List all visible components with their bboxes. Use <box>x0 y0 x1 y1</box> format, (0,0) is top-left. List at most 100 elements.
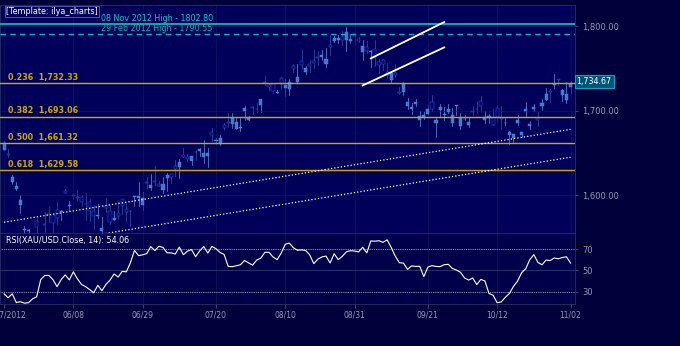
Bar <box>39 235 42 236</box>
Bar <box>459 118 462 126</box>
Bar <box>365 47 369 51</box>
Bar <box>390 73 393 80</box>
Bar <box>15 186 18 189</box>
Bar <box>300 61 303 65</box>
Text: 1,734.67: 1,734.67 <box>577 77 612 86</box>
Bar <box>553 84 556 85</box>
Bar <box>101 228 103 231</box>
Bar <box>443 113 446 115</box>
Bar <box>259 99 262 105</box>
Bar <box>44 224 46 225</box>
Text: 0.618  1,629.58: 0.618 1,629.58 <box>8 160 78 169</box>
Bar <box>125 209 128 212</box>
Bar <box>11 177 14 182</box>
Bar <box>218 138 222 144</box>
Bar <box>35 221 38 227</box>
Bar <box>231 118 234 124</box>
Bar <box>353 34 356 36</box>
Bar <box>565 94 568 100</box>
Bar <box>88 202 91 211</box>
Bar <box>186 157 189 160</box>
Bar <box>320 55 324 57</box>
Bar <box>113 218 116 219</box>
Bar <box>349 39 352 41</box>
Bar <box>117 213 120 216</box>
Bar <box>141 198 144 205</box>
Bar <box>402 84 405 92</box>
Bar <box>48 214 50 215</box>
Bar <box>206 153 209 156</box>
Bar <box>271 84 275 91</box>
Bar <box>56 210 58 218</box>
Bar <box>532 107 535 109</box>
Bar <box>324 58 328 64</box>
Bar <box>337 38 340 39</box>
Bar <box>328 45 332 47</box>
Bar <box>210 132 214 135</box>
Bar <box>373 49 377 58</box>
Bar <box>537 118 539 120</box>
Bar <box>483 117 486 120</box>
Bar <box>177 162 181 167</box>
Bar <box>333 38 336 40</box>
Bar <box>263 82 267 83</box>
Bar <box>426 109 430 114</box>
Text: 29 Feb 2012 High - 1790.55: 29 Feb 2012 High - 1790.55 <box>101 24 212 33</box>
Bar <box>479 101 482 107</box>
Bar <box>557 79 560 80</box>
Bar <box>414 102 418 104</box>
Bar <box>528 124 531 126</box>
Bar <box>161 184 165 190</box>
Bar <box>561 90 564 95</box>
Bar <box>235 122 238 129</box>
Bar <box>512 134 515 138</box>
Bar <box>23 229 26 230</box>
Bar <box>145 182 148 183</box>
Bar <box>422 115 426 117</box>
Bar <box>173 166 177 169</box>
Bar <box>275 92 279 93</box>
Bar <box>435 120 438 123</box>
Bar <box>243 108 246 111</box>
Bar <box>516 120 519 124</box>
Bar <box>202 153 205 157</box>
Bar <box>455 105 458 106</box>
Bar <box>165 175 169 178</box>
Bar <box>169 174 173 177</box>
Bar <box>492 117 494 125</box>
Bar <box>31 249 34 251</box>
Bar <box>19 200 22 205</box>
Bar <box>377 62 381 65</box>
Bar <box>430 102 434 109</box>
Bar <box>226 122 230 123</box>
Text: 0.500  1,661.32: 0.500 1,661.32 <box>8 133 78 142</box>
Bar <box>296 77 299 82</box>
Bar <box>361 46 364 52</box>
Bar <box>545 94 547 100</box>
Bar <box>137 196 140 198</box>
Bar <box>549 91 551 92</box>
Bar <box>496 108 498 117</box>
Bar <box>471 110 474 112</box>
Bar <box>406 102 409 106</box>
Bar <box>500 118 503 119</box>
Text: RSI(XAU/USD.Close, 14): 54.06: RSI(XAU/USD.Close, 14): 54.06 <box>6 236 129 245</box>
Bar <box>524 109 527 111</box>
Bar <box>394 73 397 75</box>
Bar <box>569 83 572 87</box>
Bar <box>190 156 193 161</box>
Bar <box>341 37 344 40</box>
Bar <box>239 127 242 128</box>
Bar <box>467 122 470 125</box>
Bar <box>3 143 5 150</box>
Text: 0.382  1,693.06: 0.382 1,693.06 <box>8 106 78 115</box>
Bar <box>222 125 226 128</box>
Bar <box>149 185 152 188</box>
Bar <box>386 72 389 74</box>
Bar <box>97 215 99 216</box>
Bar <box>267 85 271 87</box>
Bar <box>541 103 543 106</box>
Bar <box>68 205 71 206</box>
Bar <box>520 132 523 135</box>
Bar <box>247 118 250 120</box>
